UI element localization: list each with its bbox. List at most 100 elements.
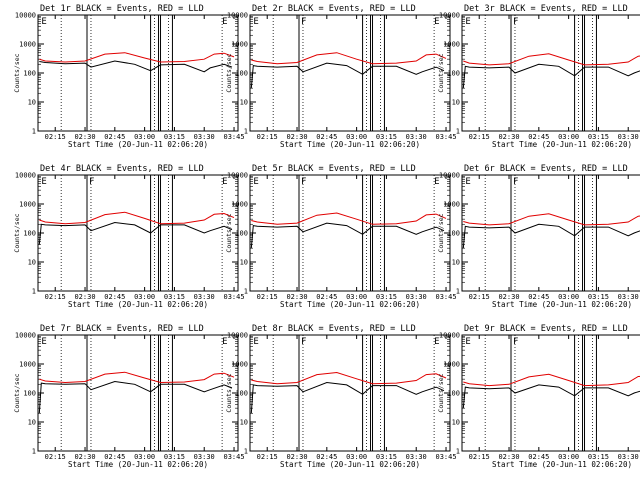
x-tick-label: 02:45 (104, 133, 125, 141)
flag-label: E (465, 337, 470, 347)
x-tick-label: 03:15 (376, 133, 397, 141)
y-axis-label: Counts/sec (437, 373, 445, 412)
x-tick-label: 02:45 (316, 453, 337, 461)
y-tick-label: 10000 (439, 332, 460, 340)
panel-title: Det 3r BLACK = Events, RED = LLD (464, 4, 628, 14)
y-tick-label: 10 (240, 99, 248, 107)
detector-panel: Det 5r BLACK = Events, RED = LLD11010010… (225, 164, 457, 309)
y-axis-label: Counts/sec (225, 53, 233, 92)
x-axis-label: Start Time (20-Jun-11 02:06:20) (492, 140, 632, 149)
x-tick-label: 03:00 (558, 133, 579, 141)
x-tick-label: 03:15 (164, 133, 185, 141)
y-tick-label: 10000 (439, 172, 460, 180)
axes-frame (461, 14, 640, 132)
flag-label: E (41, 337, 46, 347)
flag-label: E (222, 177, 227, 187)
detector-panel: Det 9r BLACK = Events, RED = LLD 1 10 100 10… (437, 324, 640, 469)
x-tick-label: 03:45 (223, 453, 244, 461)
lld-series-line (39, 52, 235, 63)
y-tick-label: 10 (240, 419, 248, 427)
detector-panel: Det 6r BLACK = Events, RED = LLD 1 10 100 10… (437, 164, 640, 309)
x-tick-label: 03:30 (406, 293, 427, 301)
x-tick-label: 02:15 (469, 133, 490, 141)
x-tick-label: 02:30 (498, 293, 519, 301)
x-tick-label: 03:00 (346, 293, 367, 301)
flag-label: E (41, 17, 46, 27)
x-tick-label: 03:45 (223, 293, 244, 301)
y-axis-label: Counts/sec (13, 373, 21, 412)
events-series-line (462, 384, 640, 409)
x-axis-label: Start Time (20-Jun-11 02:06:20) (68, 460, 208, 469)
flag-label: E (434, 17, 439, 27)
x-tick-label: 03:15 (588, 293, 609, 301)
y-tick-label: 10000 (227, 172, 248, 180)
x-tick-label: 03:30 (618, 133, 639, 141)
x-axis-label: Start Time (20-Jun-11 02:06:20) (280, 300, 420, 309)
y-tick-label: 1 (244, 288, 248, 296)
y-tick-label: 10 (452, 259, 460, 267)
x-tick-label: 03:00 (134, 293, 155, 301)
x-tick-label: 03:15 (164, 453, 185, 461)
x-tick-label: 02:30 (74, 453, 95, 461)
y-tick-label: 100 (447, 230, 460, 238)
x-tick-label: 03:30 (194, 293, 215, 301)
flag-label: E (465, 17, 470, 27)
detector-panel: Det 7r BLACK = Events, RED = LLD11010010… (13, 324, 245, 469)
y-axis-label: Counts/sec (225, 373, 233, 412)
x-tick-label: 03:45 (435, 453, 456, 461)
lld-series-line (463, 213, 640, 226)
x-tick-label: 02:45 (316, 133, 337, 141)
panel-title: Det 6r BLACK = Events, RED = LLD (464, 164, 628, 174)
detector-panel: Det 2r BLACK = Events, RED = LLD11010010… (225, 4, 457, 149)
lld-series-line (251, 52, 447, 65)
x-axis-label: Start Time (20-Jun-11 02:06:20) (68, 140, 208, 149)
y-axis-label: Counts/sec (225, 213, 233, 252)
y-tick-label: 1000 (19, 361, 36, 369)
y-tick-label: 1000 (19, 41, 36, 49)
y-tick-label: 10000 (227, 12, 248, 20)
detector-panel: Det 8r BLACK = Events, RED = LLD11010010… (225, 324, 457, 469)
y-tick-label: 100 (23, 70, 36, 78)
panel-title: Det 2r BLACK = Events, RED = LLD (252, 4, 416, 14)
y-tick-label: 100 (235, 70, 248, 78)
x-tick-label: 02:45 (104, 453, 125, 461)
axes-frame (37, 334, 239, 452)
x-axis-label: Start Time (20-Jun-11 02:06:20) (280, 460, 420, 469)
x-tick-label: 02:30 (286, 133, 307, 141)
x-tick-label: 03:00 (558, 293, 579, 301)
x-tick-label: 02:15 (469, 293, 490, 301)
x-tick-label: 02:15 (45, 293, 66, 301)
x-tick-label: 02:45 (528, 293, 549, 301)
panel-title: Det 4r BLACK = Events, RED = LLD (40, 164, 204, 174)
y-tick-label: 10000 (15, 12, 36, 20)
x-tick-label: 03:15 (588, 453, 609, 461)
y-tick-label: 1 (32, 288, 36, 296)
x-tick-label: 02:15 (257, 133, 278, 141)
x-tick-label: 03:00 (346, 453, 367, 461)
flag-label: E (253, 337, 258, 347)
events-series-line (39, 60, 233, 73)
y-tick-label: 1000 (443, 201, 460, 209)
events-series-line (38, 221, 233, 245)
x-tick-label: 03:45 (435, 293, 456, 301)
events-series-line (38, 380, 233, 414)
x-tick-label: 02:45 (528, 453, 549, 461)
x-tick-label: 02:15 (257, 453, 278, 461)
flag-label: E (434, 337, 439, 347)
panel-title: Det 1r BLACK = Events, RED = LLD (40, 4, 204, 14)
events-series-line (250, 62, 445, 89)
x-tick-label: 02:30 (286, 453, 307, 461)
events-series-line (250, 381, 445, 414)
flag-label: F (301, 17, 306, 27)
x-tick-label: 03:30 (618, 453, 639, 461)
x-tick-label: 03:30 (406, 453, 427, 461)
x-tick-label: 03:15 (164, 293, 185, 301)
x-tick-label: 03:30 (194, 133, 215, 141)
x-tick-label: 02:30 (498, 453, 519, 461)
lld-series-line (39, 371, 235, 384)
x-tick-label: 02:30 (74, 293, 95, 301)
y-tick-label: 100 (23, 230, 36, 238)
axes-frame (461, 334, 640, 452)
x-tick-label: 02:45 (528, 133, 549, 141)
